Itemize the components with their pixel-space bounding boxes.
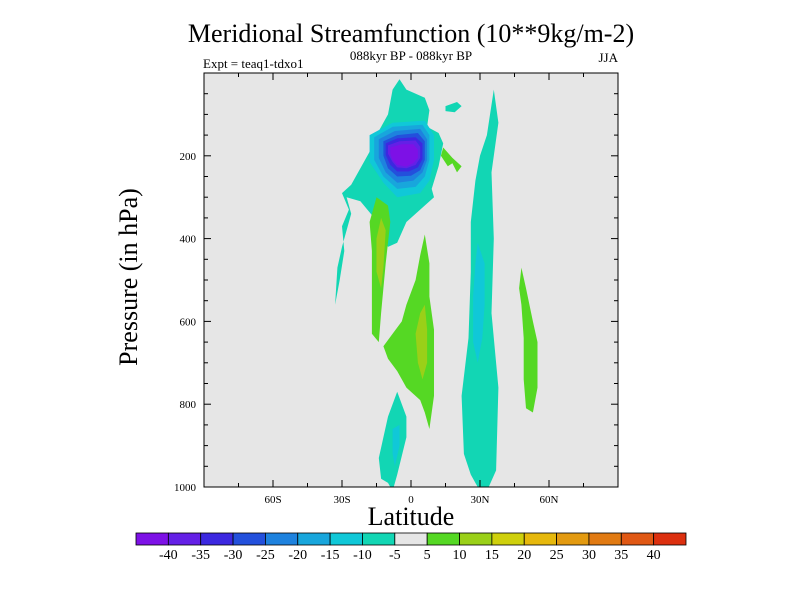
y-axis-label: Pressure (in hPa) bbox=[114, 188, 143, 366]
contour-region-eq-positive-column bbox=[383, 234, 434, 429]
colorbar-label: -20 bbox=[288, 548, 307, 563]
y-tick-label: 1000 bbox=[174, 482, 197, 494]
contour-layer bbox=[335, 79, 538, 487]
colorbar-label: -35 bbox=[191, 548, 210, 563]
contour-region-ne-mid-positive-patch bbox=[440, 147, 462, 173]
x-tick-label: 30N bbox=[471, 494, 490, 506]
experiment-label: Expt = teaq1-tdxo1 bbox=[203, 56, 303, 71]
colorbar-swatch bbox=[265, 532, 299, 546]
colorbar-label: -10 bbox=[353, 548, 372, 563]
colorbar-label: 20 bbox=[517, 548, 531, 563]
y-tick-label: 400 bbox=[180, 234, 197, 246]
colorbar-label: 35 bbox=[614, 548, 628, 563]
contour-region-lower-negative-lobe-10 bbox=[392, 424, 400, 467]
colorbar-label: 15 bbox=[485, 548, 499, 563]
colorbar-swatch bbox=[459, 532, 493, 546]
colorbar-swatch bbox=[329, 532, 363, 546]
colorbar-label: -25 bbox=[256, 548, 275, 563]
y-tick-label: 800 bbox=[180, 399, 197, 411]
colorbar-label: -5 bbox=[389, 548, 401, 563]
chart-title: Meridional Streamfunction (10**9kg/m-2) bbox=[188, 19, 634, 48]
colorbar-swatch bbox=[620, 532, 655, 546]
colorbar-label: 25 bbox=[550, 548, 564, 563]
plot-area: 200 400 600 800 1000 60S 30S 0 30N 60N bbox=[174, 72, 619, 506]
contour-region-eq-positive-column-10 bbox=[415, 304, 428, 380]
colorbar-label: 5 bbox=[424, 548, 431, 563]
contour-region-small-neg-patch-20n bbox=[445, 102, 462, 113]
y-axis: 200 400 600 800 1000 bbox=[174, 93, 618, 494]
colorbar-swatch bbox=[523, 532, 557, 546]
colorbar-swatch bbox=[588, 532, 622, 546]
x-axis: 60S 30S 0 30N 60N bbox=[203, 73, 619, 506]
x-tick-label: 60N bbox=[540, 494, 559, 506]
contour-region-sw-positive-column-10 bbox=[376, 217, 386, 289]
colorbar-label: 40 bbox=[647, 548, 661, 563]
x-tick-label: 60S bbox=[264, 494, 281, 506]
colorbar-swatch bbox=[556, 532, 590, 546]
colorbar-swatch bbox=[232, 532, 266, 546]
colorbar-swatch bbox=[200, 532, 234, 546]
y-tick-label: 200 bbox=[180, 151, 197, 163]
contour-region-ne-negative-column-10 bbox=[473, 242, 485, 363]
x-tick-label: 30S bbox=[333, 494, 350, 506]
chart-subtitle: 088kyr BP - 088kyr BP bbox=[350, 48, 472, 63]
colorbar-label: -15 bbox=[321, 548, 340, 563]
colorbar-label: -40 bbox=[159, 548, 178, 563]
colorbar-label: 30 bbox=[582, 548, 596, 563]
y-tick-label: 600 bbox=[180, 316, 197, 328]
colorbar-swatch bbox=[297, 532, 331, 546]
colorbar-swatch bbox=[362, 532, 396, 546]
colorbar-label: 10 bbox=[453, 548, 467, 563]
contour-region-ne-positive-streak bbox=[519, 267, 538, 413]
contour-region-upper-cell-minus-40 bbox=[390, 144, 418, 167]
colorbar-swatch bbox=[653, 532, 687, 546]
colorbar-swatch bbox=[394, 532, 428, 546]
colorbar-swatch bbox=[426, 532, 460, 546]
season-label: JJA bbox=[598, 50, 618, 65]
colorbar-label: -30 bbox=[224, 548, 243, 563]
x-tick-label: 0 bbox=[408, 494, 414, 506]
colorbar-swatch bbox=[491, 532, 525, 546]
colorbar-swatch bbox=[167, 532, 202, 546]
x-axis-label: Latitude bbox=[368, 502, 455, 531]
contour-region-lower-negative-lobe bbox=[378, 391, 407, 487]
colorbar-swatch bbox=[135, 532, 169, 546]
colorbar: -40 -35 -30 -25 -20 -15 -10 -5 5 10 15 20 25 30 35 40 bbox=[135, 532, 687, 563]
